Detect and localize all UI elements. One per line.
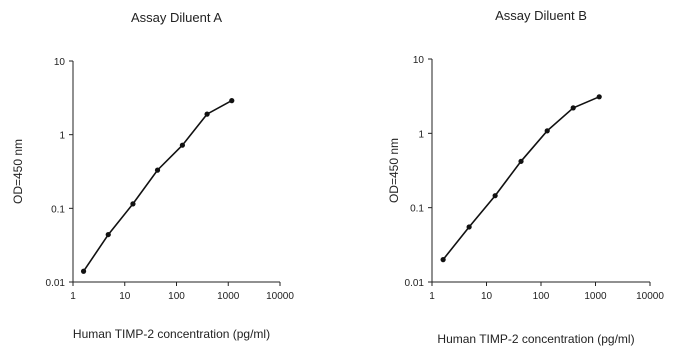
chart-title: Assay Diluent B: [495, 8, 587, 23]
x-tick-label: 100: [533, 291, 550, 302]
x-tick-label: 10: [481, 291, 493, 302]
y-axis-label: OD=450 nm: [11, 139, 25, 204]
y-tick-label: 1: [418, 129, 424, 140]
x-axis-label: Human TIMP-2 concentration (pg/ml): [437, 332, 634, 346]
chart-panel-2: Assay Diluent B 1 10 100 1000 10000 10 1 0.1 0.01…: [387, 8, 664, 346]
data-point: [466, 224, 472, 230]
chart-title: Assay Diluent A: [131, 10, 222, 25]
data-point: [492, 193, 498, 199]
x-tick-label: 10: [119, 291, 131, 302]
y-tick-label: 0.01: [46, 278, 66, 289]
x-tick-label: 1: [429, 291, 435, 302]
y-tick-label: 0.1: [51, 204, 65, 215]
data-point: [179, 142, 185, 148]
data-point: [154, 167, 161, 173]
data-point: [105, 231, 111, 238]
x-tick-label: 1: [70, 291, 76, 302]
data-point: [204, 111, 210, 117]
data-point: [80, 268, 87, 274]
x-tick-label: 10000: [636, 291, 664, 302]
x-tick-label: 1000: [217, 291, 240, 302]
series-line: [82, 99, 233, 272]
data-point: [596, 94, 602, 100]
x-tick-label: 1000: [584, 291, 607, 302]
x-tick-label: 100: [168, 291, 185, 302]
data-point: [570, 105, 576, 111]
data-point: [518, 158, 524, 164]
y-tick-label: 0.01: [405, 278, 425, 289]
y-axis-label: OD=450 nm: [387, 138, 401, 203]
series-line: [442, 96, 600, 261]
y-tick-label: 10: [54, 57, 66, 68]
data-point: [130, 201, 136, 207]
data-point: [440, 257, 446, 263]
chart-panel-1: Assay Diluent A 1 10 100 1000 10000 10 1 0.1 0.01…: [11, 10, 294, 341]
x-axis-label: Human TIMP-2 concentration (pg/ml): [73, 327, 270, 341]
x-tick-label: 10000: [266, 291, 294, 302]
data-point: [544, 128, 550, 134]
y-tick-label: 1: [59, 131, 65, 142]
y-tick-label: 10: [413, 55, 425, 66]
data-point: [229, 98, 235, 104]
y-tick-label: 0.1: [410, 204, 424, 215]
